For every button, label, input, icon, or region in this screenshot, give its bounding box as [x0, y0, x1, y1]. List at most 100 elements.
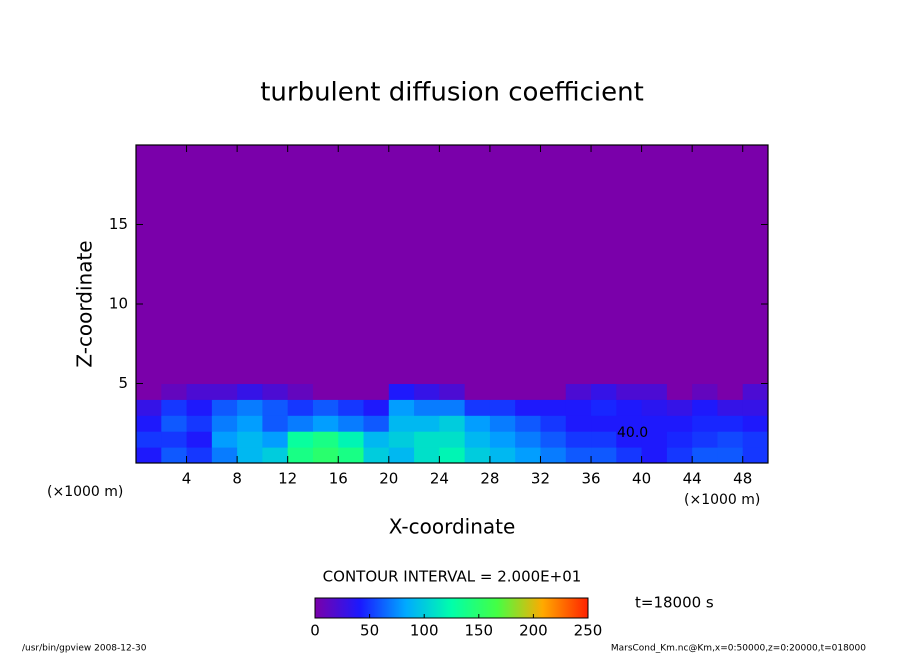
- x-tick-label: 24: [430, 470, 449, 488]
- heatmap-cell: [641, 383, 668, 400]
- heatmap-cell: [338, 431, 365, 448]
- heatmap-cell: [717, 431, 744, 448]
- heatmap-cell: [464, 415, 491, 432]
- heatmap-cell: [161, 431, 188, 448]
- heatmap-cell: [565, 399, 592, 416]
- heatmap-cell: [338, 383, 365, 400]
- heatmap-cell: [641, 145, 668, 384]
- heatmap-cell: [287, 399, 314, 416]
- heatmap-cell: [287, 383, 314, 400]
- y-tick-label: 15: [109, 215, 128, 233]
- heatmap-cell: [464, 447, 491, 464]
- heatmap-cell: [515, 431, 541, 448]
- heatmap-cell: [312, 431, 339, 448]
- heatmap-cell: [717, 399, 744, 416]
- heatmap-cell: [186, 447, 213, 464]
- heatmap-cell: [515, 399, 541, 416]
- heatmap-cell: [717, 447, 744, 464]
- heatmap-cell: [439, 431, 466, 448]
- heatmap-cell: [414, 447, 440, 464]
- heatmap-cell: [136, 399, 162, 416]
- heatmap-cell: [515, 447, 541, 464]
- heatmap-cell: [262, 447, 289, 464]
- heatmap-cell: [489, 399, 516, 416]
- heatmap-cell: [136, 383, 162, 400]
- heatmap-cell: [692, 145, 718, 384]
- heatmap-cell: [692, 383, 718, 400]
- heatmap-cell: [464, 145, 491, 384]
- heatmap-cell: [439, 447, 466, 464]
- x-tick-label: 16: [329, 470, 348, 488]
- heatmap-cell: [565, 431, 592, 448]
- heatmap-cell: [464, 399, 491, 416]
- heatmap-cell: [489, 431, 516, 448]
- heatmap-cell: [565, 383, 592, 400]
- heatmap-cell: [211, 145, 238, 384]
- x-tick-label: 48: [733, 470, 752, 488]
- heatmap-cell: [237, 415, 263, 432]
- heatmap-cell: [363, 145, 390, 384]
- colorbar-tick-label: 250: [574, 622, 603, 640]
- heatmap-cell: [515, 145, 541, 384]
- heatmap-cell: [186, 145, 213, 384]
- heatmap-cell: [262, 399, 289, 416]
- heatmap-cell: [591, 447, 617, 464]
- heatmap-cell: [388, 399, 415, 416]
- heatmap-cell: [540, 145, 567, 384]
- heatmap-cell: [742, 383, 769, 400]
- heatmap-cell: [388, 415, 415, 432]
- heatmap-cell: [312, 383, 339, 400]
- heatmap-cell: [388, 145, 415, 384]
- colorbar-tick-label: 0: [310, 622, 320, 640]
- colorbar: [314, 597, 589, 619]
- heatmap-cell: [161, 383, 188, 400]
- heatmap-cell: [161, 399, 188, 416]
- heatmap-cell: [717, 145, 744, 384]
- heatmap-cell: [515, 415, 541, 432]
- heatmap-cell: [338, 145, 365, 384]
- y-tick-label: 5: [118, 374, 128, 392]
- heatmap-cell: [388, 383, 415, 400]
- heatmap-cell: [136, 431, 162, 448]
- heatmap-cell: [237, 145, 263, 384]
- heatmap-cell: [742, 145, 769, 384]
- heatmap-cell: [363, 399, 390, 416]
- x-tick-label: 36: [581, 470, 600, 488]
- heatmap-cell: [489, 447, 516, 464]
- time-label: t=18000 s: [635, 594, 714, 612]
- heatmap-cell: [211, 383, 238, 400]
- heatmap-cell: [414, 415, 440, 432]
- heatmap-cell: [540, 447, 567, 464]
- heatmap-cell: [616, 431, 643, 448]
- heatmap-cell: [439, 399, 466, 416]
- heatmap-cell: [591, 383, 617, 400]
- heatmap-cell: [540, 431, 567, 448]
- heatmap-cell: [666, 415, 693, 432]
- heatmap-cell: [312, 447, 339, 464]
- heatmap-cell: [363, 447, 390, 464]
- heatmap-cell: [489, 145, 516, 384]
- heatmap-cell: [262, 383, 289, 400]
- heatmap-cell: [540, 399, 567, 416]
- heatmap-cell: [338, 447, 365, 464]
- heatmap-cell: [312, 399, 339, 416]
- heatmap-cell: [464, 431, 491, 448]
- heatmap-cell: [666, 399, 693, 416]
- heatmap-cell: [287, 415, 314, 432]
- heatmap-cell: [363, 383, 390, 400]
- heatmap-cell: [515, 383, 541, 400]
- heatmap-cell: [312, 415, 339, 432]
- heatmap-cell: [742, 431, 769, 448]
- heatmap-cell: [211, 415, 238, 432]
- heatmap-cell: [591, 415, 617, 432]
- heatmap-cell: [742, 415, 769, 432]
- heatmap-cell: [161, 415, 188, 432]
- heatmap-cell: [616, 383, 643, 400]
- x-unit-label: (×1000 m): [47, 484, 123, 500]
- heatmap-cell: [338, 399, 365, 416]
- heatmap-cell: [565, 415, 592, 432]
- heatmap-cell: [414, 399, 440, 416]
- heatmap-cell: [641, 447, 668, 464]
- heatmap-cell: [287, 145, 314, 384]
- heatmap-cell: [666, 447, 693, 464]
